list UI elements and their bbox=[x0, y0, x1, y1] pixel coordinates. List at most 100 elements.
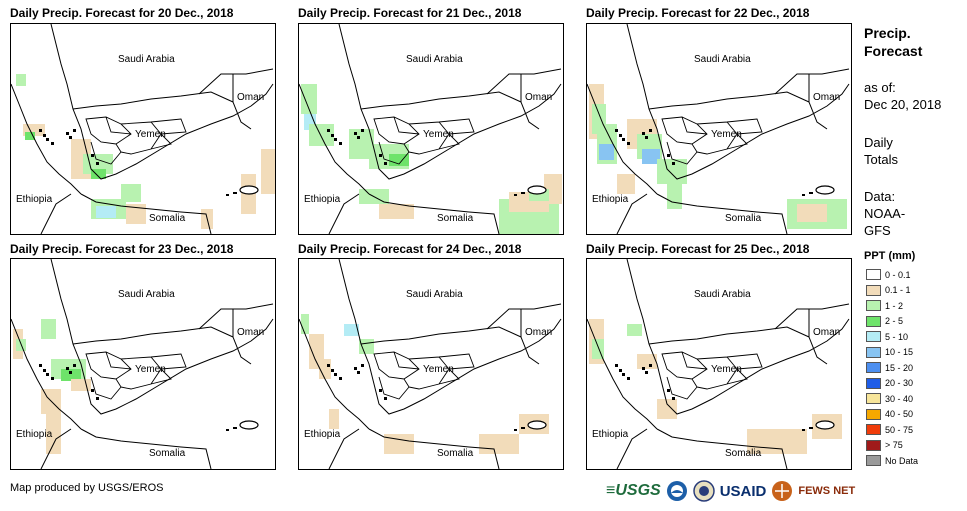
precip-cell bbox=[319, 359, 331, 379]
legend-swatch bbox=[866, 377, 881, 389]
country-label-somalia: Somalia bbox=[437, 448, 474, 459]
legend-label: 5 - 10 bbox=[885, 331, 909, 342]
data-source-line2: GFS bbox=[864, 223, 891, 238]
precip-cell bbox=[25, 132, 35, 140]
island bbox=[521, 427, 525, 429]
country-label-oman: Oman bbox=[813, 92, 841, 103]
saudi-yemen-border bbox=[360, 91, 522, 110]
socotra-island bbox=[239, 185, 259, 195]
island bbox=[39, 364, 42, 367]
legend-swatch bbox=[866, 300, 881, 312]
precip-cell bbox=[41, 319, 56, 339]
island bbox=[361, 364, 364, 367]
ethiopia-border bbox=[328, 428, 360, 469]
country-label-ethiopia: Ethiopia bbox=[592, 194, 629, 205]
forecast-map-3: Saudi Arabia Oman Yemen Ethiopia Somalia bbox=[586, 23, 852, 235]
island bbox=[334, 138, 337, 141]
legend-item: 20 - 30 bbox=[866, 376, 918, 392]
yemen-governorates bbox=[373, 351, 475, 400]
legend-label: 1 - 2 bbox=[885, 300, 904, 311]
socotra-island bbox=[527, 185, 547, 195]
saudi-yemen-border bbox=[72, 91, 234, 110]
island bbox=[91, 389, 94, 392]
oman-border bbox=[520, 74, 540, 130]
country-label-somalia: Somalia bbox=[149, 213, 186, 224]
legend-swatch bbox=[866, 424, 881, 436]
legend-item: No Data bbox=[866, 453, 918, 469]
precip-cell bbox=[46, 409, 61, 454]
island bbox=[51, 142, 54, 145]
map-canvas bbox=[587, 259, 850, 469]
somalia-coastline bbox=[656, 193, 788, 234]
precip-cell bbox=[389, 154, 409, 166]
forecast-map-2: Saudi Arabia Oman Yemen Ethiopia Somalia bbox=[298, 23, 564, 235]
country-label-ethiopia: Ethiopia bbox=[304, 429, 341, 440]
island bbox=[361, 129, 364, 132]
precip-cell bbox=[301, 314, 309, 334]
somalia-coastline bbox=[80, 193, 212, 234]
ethiopia-border bbox=[616, 428, 648, 469]
precip-cell bbox=[657, 399, 677, 419]
country-label-ethiopia: Ethiopia bbox=[304, 194, 341, 205]
legend-swatch bbox=[866, 455, 881, 467]
yemen-governorates bbox=[661, 116, 763, 165]
country-label-ethiopia: Ethiopia bbox=[16, 194, 53, 205]
precip-cell bbox=[344, 324, 359, 336]
oman-border bbox=[520, 309, 540, 365]
island bbox=[809, 427, 813, 429]
legend-item: 15 - 20 bbox=[866, 360, 918, 376]
legend: 0 - 0.1 0.1 - 1 1 - 2 2 - 5 5 - 10 10 - 15 15 … bbox=[866, 267, 918, 469]
island bbox=[66, 132, 69, 135]
data-label: Data: bbox=[864, 189, 896, 204]
precip-cell bbox=[599, 144, 614, 160]
panel-title-2: Daily Precip. Forecast for 21 Dec., 2018 bbox=[298, 6, 522, 20]
arabian-coastline bbox=[626, 259, 850, 415]
precip-cell bbox=[16, 74, 26, 86]
legend-item: 10 - 15 bbox=[866, 345, 918, 361]
precip-cell bbox=[627, 324, 642, 336]
country-label-somalia: Somalia bbox=[437, 213, 474, 224]
precip-cell bbox=[96, 206, 116, 218]
precip-cell bbox=[379, 204, 414, 219]
legend-swatch bbox=[866, 408, 881, 420]
island bbox=[615, 129, 618, 132]
legend-label: 20 - 30 bbox=[885, 378, 914, 389]
ethiopia-border bbox=[40, 193, 72, 234]
island bbox=[802, 194, 805, 196]
island bbox=[46, 138, 49, 141]
country-label-saudi-arabia: Saudi Arabia bbox=[694, 289, 751, 300]
yemen-governorates bbox=[85, 116, 187, 165]
island bbox=[379, 389, 382, 392]
island bbox=[331, 134, 334, 137]
somalia-coastline bbox=[368, 193, 500, 234]
map-canvas bbox=[587, 24, 850, 234]
oman-arc-border bbox=[486, 303, 562, 330]
map-canvas bbox=[299, 24, 562, 234]
african-coastline bbox=[299, 318, 370, 430]
island bbox=[521, 192, 525, 194]
country-label-somalia: Somalia bbox=[725, 213, 762, 224]
island bbox=[226, 429, 229, 431]
island bbox=[514, 194, 517, 196]
oman-arc-border bbox=[774, 68, 850, 95]
usaid-logo: USAID bbox=[719, 482, 767, 500]
island bbox=[645, 371, 648, 374]
state-dept-seal-icon bbox=[692, 480, 715, 502]
yemen-governorates bbox=[373, 116, 475, 165]
legend-item: 50 - 75 bbox=[866, 422, 918, 438]
african-coastline bbox=[587, 318, 658, 430]
island bbox=[649, 364, 652, 367]
precip-cell bbox=[301, 84, 317, 114]
logo-strip: ≡USGS USAID FEWS NET bbox=[606, 478, 855, 504]
panel-title-3: Daily Precip. Forecast for 22 Dec., 2018 bbox=[586, 6, 810, 20]
island bbox=[327, 364, 330, 367]
island bbox=[334, 373, 337, 376]
legend-swatch bbox=[866, 331, 881, 343]
map-credit: Map produced by USGS/EROS bbox=[10, 482, 164, 494]
african-coastline bbox=[11, 318, 82, 430]
sidebar-title-line1: Precip. bbox=[864, 25, 911, 41]
island bbox=[66, 367, 69, 370]
somalia-coastline bbox=[368, 428, 500, 469]
legend-title: PPT (mm) bbox=[864, 250, 916, 262]
legend-swatch bbox=[866, 439, 881, 451]
